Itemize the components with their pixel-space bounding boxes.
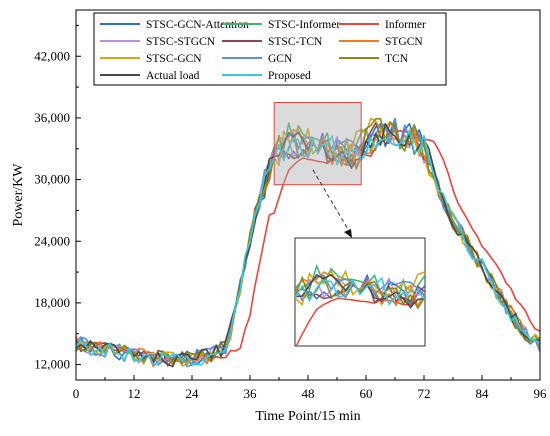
inset-line-stsc-informer xyxy=(295,263,425,308)
series-layer xyxy=(76,117,540,368)
x-axis-title: Time Point/15 min xyxy=(255,409,360,424)
y-tick-label: 30,000 xyxy=(34,172,70,187)
y-axis-title: Power/KW xyxy=(11,163,26,227)
legend-label-stsc-stgcn: STSC-STGCN xyxy=(146,36,216,48)
x-tick-label: 84 xyxy=(476,386,490,401)
inset-line-stsc-gcn xyxy=(295,269,425,307)
legend-label-gcn: GCN xyxy=(268,53,293,65)
legend-label-stsc-gcn: STSC-GCN xyxy=(146,53,202,65)
y-tick-label: 18,000 xyxy=(34,295,70,310)
y-tick-label: 36,000 xyxy=(34,110,70,125)
x-tick-label: 48 xyxy=(302,386,315,401)
y-tick-label: 12,000 xyxy=(34,357,70,372)
legend-layer: STSC-GCN-Attention STSC-Informer Informer S… xyxy=(93,12,447,86)
x-tick-label: 0 xyxy=(73,386,80,401)
zoom-region-box xyxy=(273,102,362,186)
legend-box xyxy=(93,12,447,86)
legend-label-stsc-tcn: STSC-TCN xyxy=(268,36,323,48)
inset-line-proposed xyxy=(295,276,425,306)
x-tick-label: 24 xyxy=(186,386,200,401)
y-tick-label: 24,000 xyxy=(34,233,70,248)
legend-label-proposed: Proposed xyxy=(268,70,311,82)
x-tick-label: 12 xyxy=(128,386,141,401)
x-tick-label: 36 xyxy=(244,386,258,401)
y-tick-label: 42,000 xyxy=(34,48,70,63)
zoom-arrow-line xyxy=(312,169,353,237)
x-tick-label: 60 xyxy=(360,386,373,401)
x-tick-label: 72 xyxy=(418,386,431,401)
legend-label-informer: Informer xyxy=(385,19,426,31)
inset-series-group xyxy=(295,263,425,346)
zoom-arrow-head xyxy=(344,229,352,238)
series-line-stsc-gcn xyxy=(76,117,540,367)
zoom-region-layer xyxy=(273,102,362,238)
x-tick-label: 96 xyxy=(534,386,548,401)
series-line-proposed xyxy=(76,130,540,366)
legend-label-stsc-gcn-attention: STSC-GCN-Attention xyxy=(146,19,249,31)
legend-label-stsc-informer: STSC-Informer xyxy=(268,19,340,31)
axes-layer: 0 12 24 36 48 60 72 84 96 12,000 18,000 24,000 30,00… xyxy=(11,9,548,424)
legend-label-tcn: TCN xyxy=(385,53,409,65)
legend-label-actual-load: Actual load xyxy=(146,70,200,82)
legend-label-stgcn: STGCN xyxy=(385,36,423,48)
inset-layer xyxy=(294,237,426,347)
